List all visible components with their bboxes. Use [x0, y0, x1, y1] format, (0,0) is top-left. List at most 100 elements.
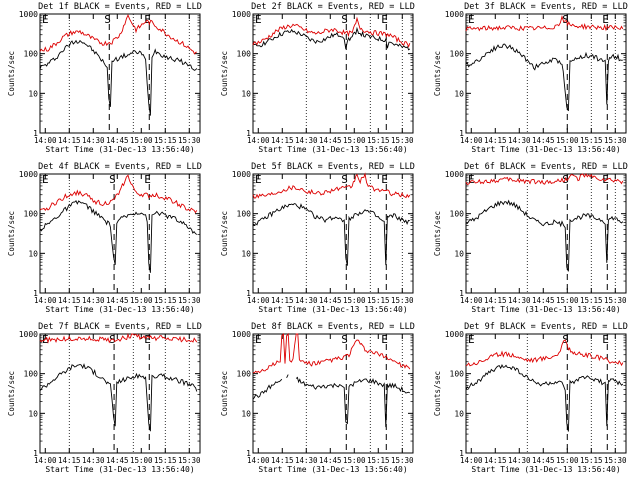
- x-tick-label: 14:15: [271, 136, 294, 145]
- y-tick-label: 10: [454, 89, 464, 98]
- events-series-line: [252, 374, 411, 428]
- y-tick-label: 1: [246, 129, 251, 138]
- x-tick-label: 14:45: [106, 456, 129, 465]
- x-tick-label: 15:00: [556, 456, 579, 465]
- x-tick-label: 15:30: [604, 456, 627, 465]
- x-axis-label: Start Time (31-Dec-13 13:56:40): [471, 145, 620, 154]
- y-axis-label: Counts/sec: [220, 51, 229, 96]
- x-axis-label: Start Time (31-Dec-13 13:56:40): [258, 145, 407, 154]
- y-tick-label: 100: [24, 50, 39, 59]
- lld-series-line: [252, 172, 411, 199]
- x-tick-label: 14:00: [247, 456, 270, 465]
- y-tick-label: 10: [241, 89, 251, 98]
- x-tick-label: 14:00: [247, 136, 270, 145]
- events-series-line: [465, 199, 624, 272]
- start-marker-label: E: [468, 173, 475, 186]
- lld-series-line: [252, 332, 411, 374]
- start-marker-label: E: [42, 173, 49, 186]
- x-tick-label: 15:30: [604, 296, 627, 305]
- x-tick-label: 14:00: [460, 296, 483, 305]
- x-tick-label: 14:00: [460, 136, 483, 145]
- x-axis-label: Start Time (31-Dec-13 13:56:40): [471, 465, 620, 474]
- x-tick-label: 14:15: [58, 296, 81, 305]
- x-tick-label: 14:15: [484, 296, 507, 305]
- start-marker-label: E: [255, 173, 262, 186]
- y-axis-label: Counts/sec: [7, 371, 16, 416]
- x-tick-label: 14:30: [295, 296, 318, 305]
- plot-frame: [465, 173, 627, 294]
- marker-label: E: [602, 173, 609, 186]
- x-tick-label: 14:30: [508, 296, 531, 305]
- y-tick-label: 1000: [445, 330, 464, 339]
- marker-label: S: [109, 173, 116, 186]
- lld-series-line: [39, 174, 198, 214]
- plot-frame: [465, 333, 627, 454]
- y-tick-label: 100: [24, 210, 39, 219]
- y-tick-label: 1000: [232, 330, 251, 339]
- plot-frame: [252, 13, 414, 134]
- marker-label: S: [341, 333, 348, 346]
- lld-series-line: [39, 14, 197, 55]
- x-tick-label: 14:15: [58, 456, 81, 465]
- marker-label: E: [381, 333, 388, 346]
- plot-frame: [252, 333, 414, 454]
- lld-series-line: [465, 339, 624, 367]
- chart-title: Det 5f BLACK = Events, RED = LLD: [251, 162, 415, 172]
- x-tick-label: 15:15: [154, 456, 177, 465]
- marker-label: S: [341, 13, 348, 26]
- y-tick-label: 1000: [232, 10, 251, 19]
- x-tick-label: 15:30: [391, 456, 414, 465]
- x-axis-label: Start Time (31-Dec-13 13:56:40): [45, 305, 194, 314]
- y-tick-label: 10: [454, 409, 464, 418]
- marker-label: E: [602, 13, 609, 26]
- events-series-line: [39, 39, 198, 116]
- start-marker-label: E: [255, 13, 262, 26]
- x-tick-label: 15:30: [178, 456, 201, 465]
- y-tick-label: 1000: [232, 170, 251, 179]
- marker-label: S: [562, 13, 569, 26]
- marker-label: E: [381, 173, 388, 186]
- chart-title: Det 6f BLACK = Events, RED = LLD: [464, 162, 628, 172]
- x-tick-label: 14:30: [295, 456, 318, 465]
- plot-frame: [252, 173, 414, 294]
- x-tick-label: 14:45: [106, 296, 129, 305]
- x-tick-label: 14:15: [58, 136, 81, 145]
- y-axis-label: Counts/sec: [7, 51, 16, 96]
- x-tick-label: 14:45: [532, 136, 555, 145]
- x-axis-label: Start Time (31-Dec-13 13:56:40): [45, 145, 194, 154]
- x-axis-label: Start Time (31-Dec-13 13:56:40): [45, 465, 194, 474]
- x-tick-label: 14:45: [106, 136, 129, 145]
- x-tick-label: 14:30: [508, 136, 531, 145]
- x-tick-label: 15:15: [580, 296, 603, 305]
- x-tick-label: 14:30: [295, 136, 318, 145]
- lld-series-line: [39, 332, 198, 344]
- y-tick-label: 100: [450, 370, 465, 379]
- x-tick-label: 15:30: [178, 136, 201, 145]
- plot-frame: [39, 173, 201, 294]
- marker-label: E: [602, 333, 609, 346]
- plot-frame: [465, 13, 627, 134]
- y-tick-label: 100: [237, 370, 252, 379]
- y-tick-label: 1: [459, 289, 464, 298]
- x-tick-label: 14:00: [34, 296, 57, 305]
- x-tick-label: 14:45: [532, 456, 555, 465]
- start-marker-label: E: [255, 333, 262, 346]
- x-tick-label: 15:15: [367, 296, 390, 305]
- x-tick-label: 14:45: [319, 456, 342, 465]
- events-series-line: [39, 200, 198, 273]
- x-tick-label: 14:45: [319, 296, 342, 305]
- y-tick-label: 100: [237, 50, 252, 59]
- chart-title: Det 1f BLACK = Events, RED = LLD: [38, 2, 202, 12]
- lld-series-line: [465, 15, 624, 32]
- x-tick-label: 15:15: [154, 296, 177, 305]
- x-tick-label: 15:30: [604, 136, 627, 145]
- events-series-line: [465, 43, 623, 112]
- lld-series-line: [252, 16, 411, 48]
- x-tick-label: 15:30: [391, 296, 414, 305]
- x-tick-label: 15:30: [178, 296, 201, 305]
- y-tick-label: 1000: [19, 330, 38, 339]
